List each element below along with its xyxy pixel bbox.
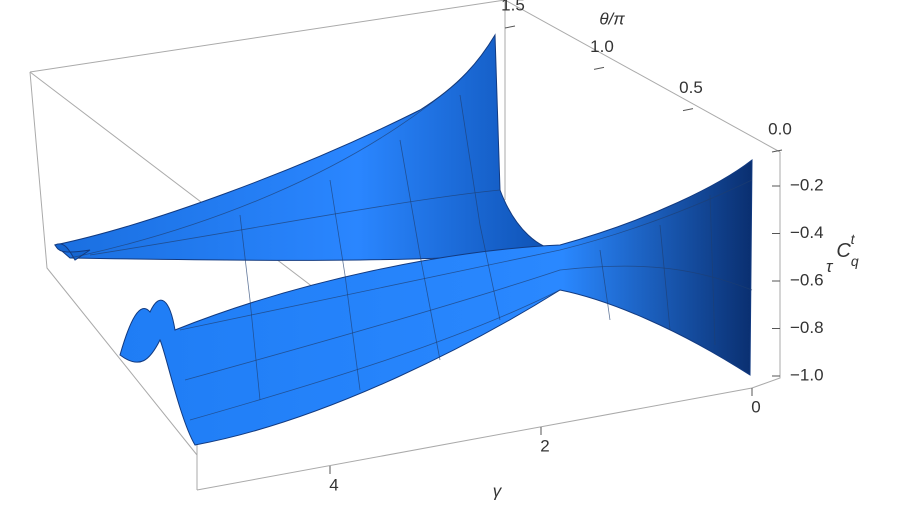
surface-front [119, 158, 753, 446]
surface [53, 33, 753, 446]
bounding-box [29, 0, 781, 491]
tick-label: −1.0 [790, 365, 824, 384]
tick-label: −0.8 [790, 318, 824, 337]
tick-label: 1.5 [501, 0, 525, 14]
tick-label: −0.2 [790, 175, 824, 194]
tick-label: 4 [329, 475, 338, 494]
tick-label: 0.0 [768, 119, 792, 138]
z-axis-title-sup: t [851, 231, 856, 247]
tick-label: −0.6 [790, 270, 824, 289]
z-axis-title-sub: q [851, 253, 859, 269]
tick-label: −0.4 [790, 223, 824, 242]
tick-mark [504, 25, 516, 29]
tick-label: 0 [751, 397, 760, 416]
surface-back [53, 33, 561, 261]
tick-mark [682, 108, 694, 112]
z-axis-title-prefix: τ [826, 257, 834, 276]
tick-mark [771, 149, 783, 153]
tick-mark [593, 66, 605, 70]
tick-label: 2 [540, 436, 549, 455]
y-axis-title: θ/π [599, 9, 625, 28]
surface-mesh [69, 79, 753, 421]
z-axis-title: τCqt [826, 231, 859, 277]
tick-label: 0.5 [679, 78, 703, 97]
x-axis-title: γ [493, 481, 503, 500]
z-axis-title-base: C [836, 240, 851, 262]
tick-label: 1.0 [590, 37, 614, 56]
